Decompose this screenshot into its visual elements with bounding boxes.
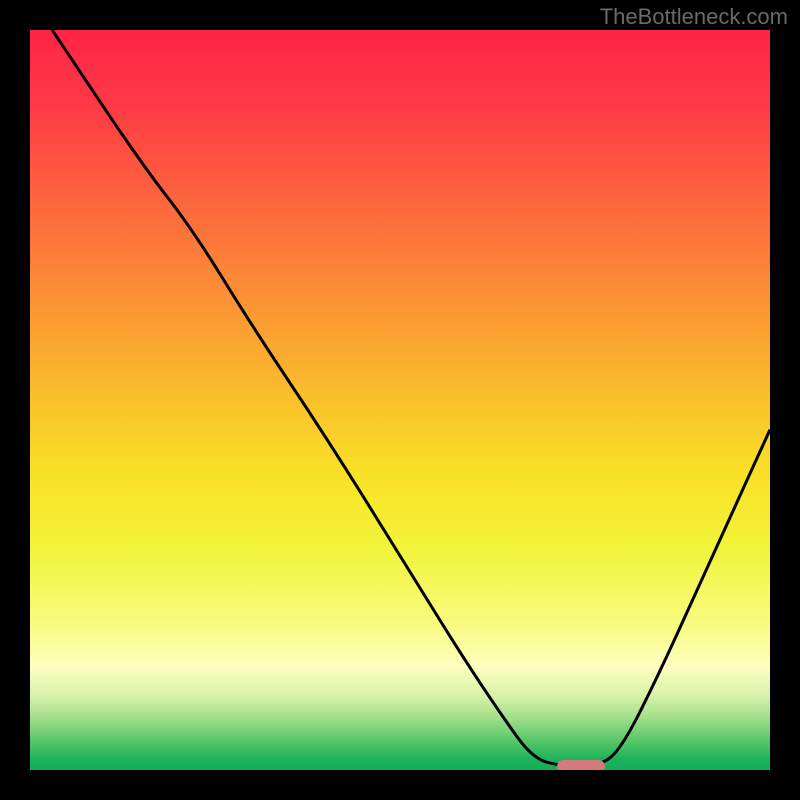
watermark-text: TheBottleneck.com	[600, 4, 788, 30]
chart-plot-area	[30, 30, 770, 770]
optimal-range-marker	[557, 760, 605, 770]
bottleneck-curve	[30, 30, 770, 770]
